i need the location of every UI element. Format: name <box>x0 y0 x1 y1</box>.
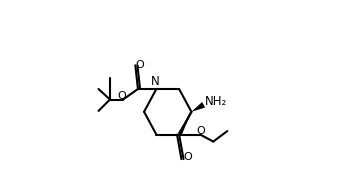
Text: N: N <box>151 75 160 88</box>
Text: NH₂: NH₂ <box>204 95 227 108</box>
Polygon shape <box>178 112 191 135</box>
Text: O: O <box>117 91 126 101</box>
Text: O: O <box>135 60 144 70</box>
Text: O: O <box>184 152 192 162</box>
Polygon shape <box>191 102 205 112</box>
Text: O: O <box>197 126 205 136</box>
